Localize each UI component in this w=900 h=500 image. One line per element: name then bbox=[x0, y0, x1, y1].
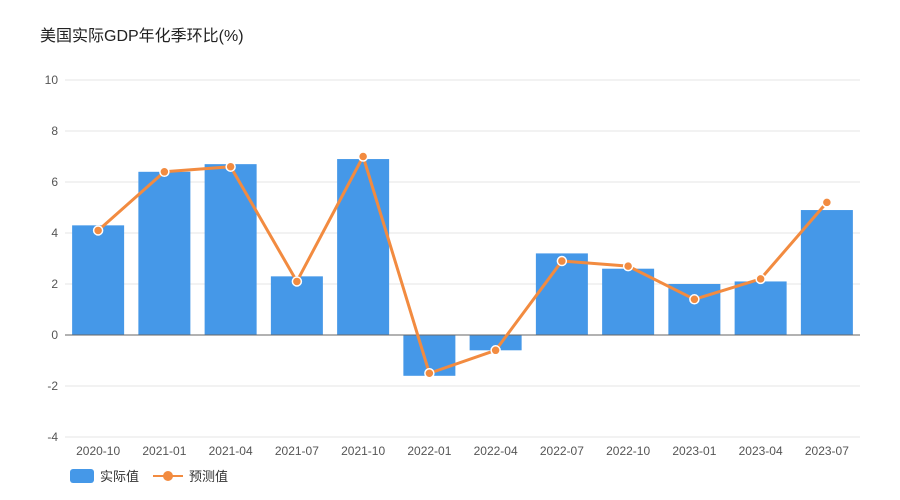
forecast-point bbox=[92, 225, 104, 236]
chart-title: 美国实际GDP年化季环比(%) bbox=[40, 28, 244, 45]
legend-bar-swatch bbox=[70, 468, 94, 483]
x-tick-label: 2021-04 bbox=[209, 444, 253, 458]
legend: 实际值 预测值 bbox=[70, 466, 228, 485]
y-tick-label: 0 bbox=[51, 328, 58, 342]
y-tick-label: 10 bbox=[45, 73, 59, 87]
legend-label-actual: 实际值 bbox=[100, 469, 140, 484]
forecast-point bbox=[225, 161, 236, 172]
x-tick-label: 2021-01 bbox=[142, 444, 186, 458]
bar bbox=[535, 253, 588, 335]
y-tick-label: 4 bbox=[51, 226, 58, 240]
x-tick-label: 2020-10 bbox=[76, 444, 120, 458]
bar bbox=[204, 164, 257, 335]
y-tick-label: 8 bbox=[51, 124, 58, 138]
bar bbox=[337, 159, 390, 335]
legend-item-actual[interactable]: 实际值 bbox=[70, 466, 139, 485]
forecast-point bbox=[357, 151, 369, 162]
forecast-point bbox=[291, 276, 303, 287]
forecast-point bbox=[821, 197, 833, 208]
bar bbox=[469, 335, 522, 351]
bar bbox=[72, 225, 125, 335]
forecast-line bbox=[97, 155, 829, 375]
x-tick-label: 2023-07 bbox=[805, 444, 849, 458]
x-tick-label: 2021-07 bbox=[275, 444, 319, 458]
bar bbox=[734, 281, 787, 335]
y-tick-label: 6 bbox=[51, 175, 58, 189]
y-tick-label: -2 bbox=[47, 379, 58, 393]
bar bbox=[800, 210, 853, 335]
legend-item-forecast[interactable]: 预测值 bbox=[153, 466, 228, 485]
x-tick-label: 2022-10 bbox=[606, 444, 650, 458]
x-tick-label: 2022-01 bbox=[407, 444, 451, 458]
bar bbox=[602, 268, 655, 335]
bar bbox=[138, 171, 191, 335]
forecast-point bbox=[424, 368, 435, 379]
forecast-point bbox=[755, 273, 766, 285]
legend-line-swatch bbox=[153, 469, 184, 483]
forecast-point bbox=[159, 166, 170, 178]
legend-label-forecast: 预测值 bbox=[189, 469, 229, 484]
forecast-point bbox=[490, 345, 501, 356]
y-tick-label: 2 bbox=[51, 277, 58, 291]
x-tick-label: 2023-04 bbox=[739, 444, 783, 458]
x-tick-label: 2023-01 bbox=[672, 444, 716, 458]
x-tick-label: 2022-07 bbox=[540, 444, 584, 458]
x-tick-label: 2022-04 bbox=[474, 444, 518, 458]
x-tick-label: 2021-10 bbox=[341, 444, 385, 458]
forecast-point bbox=[622, 260, 634, 272]
forecast-point bbox=[556, 255, 568, 267]
forecast-point bbox=[689, 294, 700, 305]
y-tick-label: -4 bbox=[47, 430, 58, 444]
